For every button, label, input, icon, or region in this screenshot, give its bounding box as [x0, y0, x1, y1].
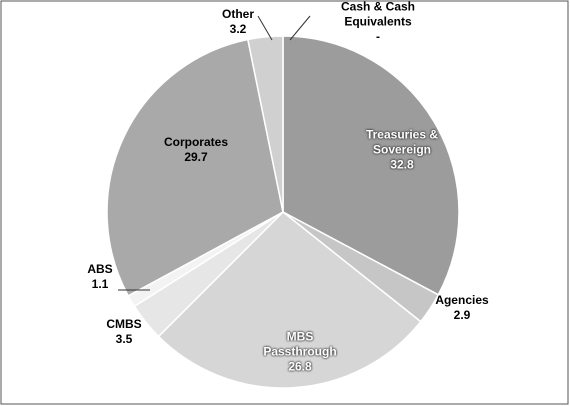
slice-label: MBS Passthrough 26.8	[250, 330, 350, 375]
slice-label: Other 3.2	[213, 7, 263, 37]
slice-value: 32.8	[390, 157, 414, 172]
leader-line	[289, 15, 311, 41]
slice-value: 3.2	[229, 22, 247, 36]
slice-label: Corporates 29.7	[151, 135, 241, 165]
slice-value: 3.5	[115, 332, 133, 346]
slice-name: Agencies	[435, 293, 489, 307]
pie-slice	[157, 210, 422, 389]
leader-line	[257, 15, 273, 41]
slice-label: Treasuries & Sovereign 32.8	[347, 128, 457, 173]
pie-slice	[246, 35, 284, 213]
pie-slice	[282, 35, 460, 296]
pie-slice	[106, 38, 284, 297]
slice-name: CMBS	[106, 317, 142, 331]
slice-value: 2.9	[453, 308, 471, 322]
slice-value: 29.7	[184, 150, 208, 164]
slice-name: Other	[221, 7, 254, 21]
slice-label: ABS 1.1	[75, 262, 125, 292]
slice-name: Corporates	[163, 135, 228, 149]
slice-label: CMBS 3.5	[94, 317, 154, 347]
slice-label: Cash & Cash Equivalents -	[323, 0, 433, 45]
slice-value: 1.1	[91, 277, 109, 291]
slice-label: Agencies 2.9	[422, 293, 502, 323]
slice-value: -	[376, 29, 380, 44]
slice-name: Cash & Cash Equivalents	[340, 0, 416, 29]
slice-value: 26.8	[288, 359, 312, 374]
slice-name: Treasuries & Sovereign	[365, 127, 439, 157]
slice-name: MBS Passthrough	[263, 329, 337, 359]
slice-name: ABS	[87, 262, 113, 276]
